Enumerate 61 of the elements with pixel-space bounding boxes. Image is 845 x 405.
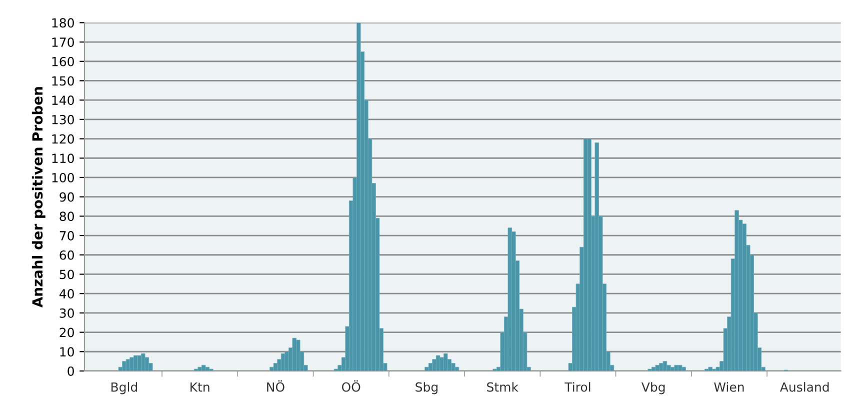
- x-tick-label: Ausland: [780, 382, 829, 392]
- bar: [587, 138, 592, 371]
- y-tick-label: 100: [52, 172, 74, 182]
- bar: [678, 364, 682, 371]
- y-tick-label: 150: [52, 76, 74, 86]
- x-tick-label: Stmk: [487, 382, 518, 392]
- y-tick-label: 140: [52, 96, 74, 106]
- bar: [440, 357, 444, 371]
- x-tick-label: Sbg: [416, 382, 438, 394]
- y-tick-label: 170: [52, 38, 74, 47]
- bar: [137, 355, 142, 371]
- x-tick-label: Tirol: [564, 382, 590, 392]
- x-tick-label: Vbg: [641, 382, 665, 394]
- y-tick-label: 60: [60, 250, 74, 260]
- bar: [432, 359, 436, 371]
- bar: [674, 364, 678, 371]
- y-tick-label: 70: [60, 231, 74, 240]
- bar: [144, 357, 149, 371]
- bar: [130, 357, 134, 371]
- bar: [666, 364, 671, 371]
- x-tick-label: Wien: [714, 382, 744, 392]
- y-tick-label: 110: [52, 154, 74, 164]
- bar: [202, 364, 206, 371]
- bar: [292, 338, 296, 371]
- bar: [424, 366, 429, 371]
- x-tick-label: Bgld: [111, 382, 138, 394]
- bar: [198, 366, 202, 371]
- bar: [742, 224, 746, 371]
- y-tick-label: 120: [52, 134, 74, 144]
- y-tick-label: 80: [60, 212, 74, 222]
- bar: [451, 363, 456, 371]
- bar: [708, 366, 712, 371]
- y-tick-label: 90: [60, 192, 74, 202]
- x-tick-label: Ktn: [190, 382, 210, 392]
- y-tick-label: 180: [52, 18, 74, 28]
- y-tick-label: 50: [60, 270, 74, 280]
- y-tick-label: 40: [59, 289, 74, 299]
- bar: [444, 353, 448, 371]
- y-tick-label: 160: [52, 56, 74, 66]
- y-tick-label: 130: [52, 114, 74, 124]
- y-axis-title: Anzahl der positiven Proben: [32, 87, 46, 308]
- x-tick-label: NÖ: [267, 380, 284, 392]
- bar: [454, 366, 460, 371]
- y-tick-label: 0: [68, 366, 74, 376]
- bar: [122, 361, 126, 371]
- x-tick-label: OÖ: [342, 380, 360, 392]
- bar: [284, 351, 289, 371]
- bar: [205, 366, 210, 371]
- y-tick-label: 20: [60, 328, 74, 338]
- bar: [662, 361, 668, 371]
- y-tick-label: 10: [60, 347, 74, 357]
- bar: [296, 340, 300, 371]
- bar: [273, 363, 278, 371]
- bar: [508, 228, 512, 371]
- bar: [141, 353, 146, 371]
- bar: [655, 364, 660, 371]
- bar: [734, 210, 739, 371]
- bar: [594, 142, 599, 371]
- bar: [682, 366, 686, 371]
- y-tick-label: 30: [60, 308, 74, 318]
- bar: [512, 231, 516, 371]
